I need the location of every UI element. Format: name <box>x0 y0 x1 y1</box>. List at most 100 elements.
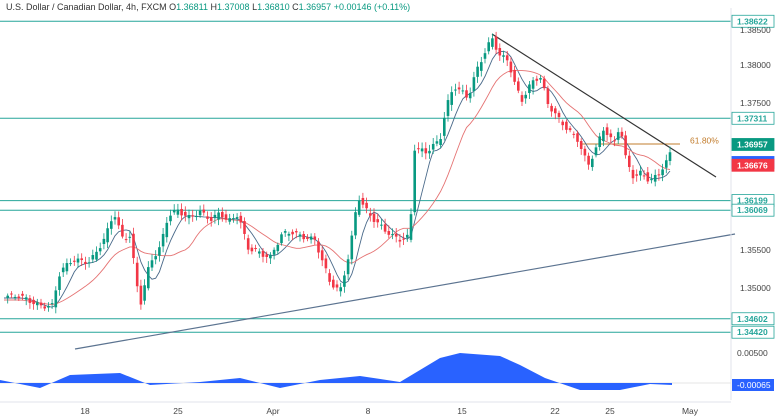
candle-body <box>243 221 246 234</box>
candle-body <box>95 251 98 260</box>
candle-body <box>628 155 631 168</box>
candle-body <box>169 215 172 222</box>
candle-body <box>76 258 80 263</box>
candle-body <box>332 279 335 288</box>
candle-body <box>461 90 465 92</box>
candle-body <box>343 275 346 287</box>
candle-body <box>480 62 483 71</box>
candle-body <box>539 78 542 80</box>
candle-body <box>502 55 505 57</box>
candle-body <box>657 174 661 176</box>
candle-body <box>113 217 117 220</box>
candle-body <box>554 108 557 114</box>
candle-body <box>513 69 516 82</box>
price-label-box-resistance-mid <box>731 111 775 125</box>
osc-histogram-area <box>0 353 672 390</box>
candle-body <box>61 267 65 273</box>
candle-body <box>317 241 320 253</box>
symbol-title: U.S. Dollar / Canadian Dollar, 4h, FXCM <box>6 2 167 12</box>
ma-fast-line <box>4 50 671 308</box>
candle-body <box>124 239 128 241</box>
ma-slow-line <box>4 69 671 306</box>
price-label-box-support-lower <box>731 203 775 217</box>
candle-body <box>542 78 546 89</box>
candle-body <box>631 169 635 179</box>
candle-body <box>24 297 28 300</box>
price-tick: 1.35000 <box>740 283 771 293</box>
candle-body <box>10 293 13 295</box>
candle-body <box>557 112 561 118</box>
price-axis: 1.38500 1.38000 1.37500 1.35500 1.35000 <box>0 8 771 403</box>
candle-body <box>483 53 487 59</box>
candle-body <box>372 213 376 222</box>
candle-body <box>250 247 254 252</box>
candle-body <box>224 214 228 220</box>
price-tick: 1.38500 <box>740 25 771 35</box>
candle-body <box>280 234 283 244</box>
candle-body <box>184 211 187 216</box>
candle-body <box>609 133 613 138</box>
candle-body <box>65 263 69 272</box>
candle-body <box>624 135 627 156</box>
candle-body <box>354 212 357 236</box>
price-labels: 1.386221.373111.369571.367141.366761.361… <box>690 14 775 391</box>
moving-averages <box>4 50 671 308</box>
osc-label-osc-zero: 0.00500 <box>737 348 768 358</box>
candle-body <box>43 306 46 309</box>
candle-body <box>265 254 268 257</box>
candle-body <box>291 231 294 235</box>
candle-body <box>39 302 43 306</box>
candle-body <box>106 228 109 243</box>
candle-body <box>491 38 494 47</box>
price-label-ma-red: 1.36676 <box>737 160 768 170</box>
ohlc-low-value: 1.36810 <box>257 2 290 12</box>
candle-body <box>613 140 616 142</box>
candle-body <box>328 273 331 282</box>
price-tick: 1.38000 <box>740 60 771 70</box>
candle-body <box>80 258 83 261</box>
candle-body <box>32 299 35 305</box>
time-label: 22 <box>550 406 560 416</box>
candle-body <box>435 141 439 144</box>
candle-body <box>6 295 9 298</box>
candle-body <box>161 233 165 247</box>
candle-body <box>320 250 324 261</box>
candle-body <box>383 224 387 232</box>
ohlc-high-label: H <box>210 2 218 12</box>
candle-body <box>287 233 291 236</box>
price-label-box-support-low-2 <box>731 325 775 339</box>
candle-body <box>424 148 428 154</box>
candle-body <box>143 285 146 301</box>
candle-body <box>524 94 527 99</box>
candle-body <box>454 89 457 91</box>
candle-body <box>217 212 220 220</box>
candle-body <box>369 213 372 216</box>
candle-body <box>568 128 572 131</box>
candle-body <box>21 293 24 296</box>
candle-body <box>206 216 209 219</box>
candle-body <box>150 260 154 268</box>
candle-body <box>36 302 39 306</box>
time-axis: 18 25 Apr 8 15 22 25 May <box>80 406 699 416</box>
candle-body <box>465 90 468 98</box>
ohlc-open-value: 1.36811 <box>176 2 208 12</box>
candle-body <box>298 234 302 237</box>
candle-body <box>646 172 650 182</box>
candle-body <box>476 66 479 77</box>
candle-body <box>665 160 668 168</box>
candle-body <box>661 169 664 176</box>
candle-body <box>269 254 272 259</box>
candle-body <box>494 36 498 50</box>
candle-body <box>450 92 453 105</box>
candle-body <box>668 152 672 161</box>
candle-body <box>128 236 132 238</box>
candle-body <box>69 263 72 265</box>
time-label: 15 <box>457 406 467 416</box>
candle-body <box>520 95 524 102</box>
candle-body <box>154 256 157 260</box>
candle-body <box>394 233 398 237</box>
candle-body <box>221 211 224 218</box>
candle-body <box>391 234 394 236</box>
